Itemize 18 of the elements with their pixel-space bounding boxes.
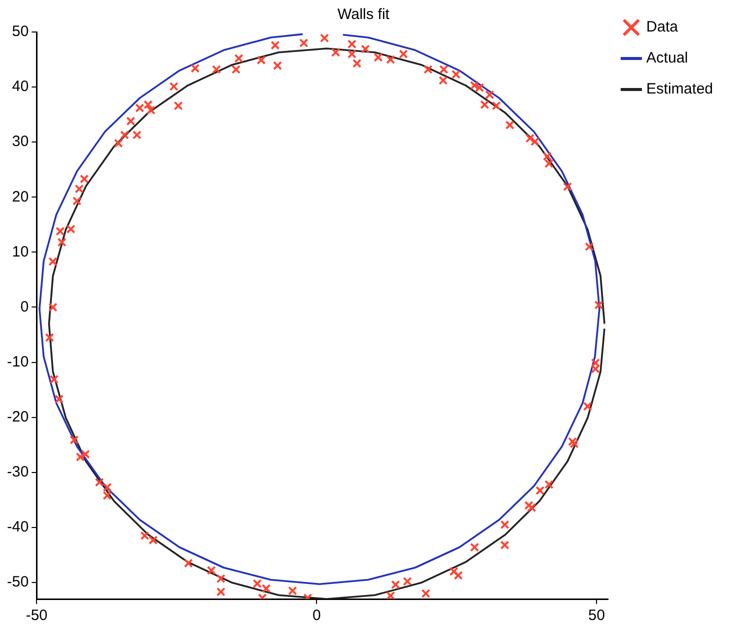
y-tick-label: 50: [12, 23, 29, 40]
y-tick-label: 0: [20, 298, 29, 316]
x-tick-label: 0: [312, 607, 321, 624]
y-tick-label: -30: [6, 464, 29, 481]
x-tick-label: -50: [26, 607, 48, 624]
y-tick-label: 30: [12, 133, 29, 150]
y-tick-label: -10: [6, 353, 29, 370]
y-tick-label: 10: [12, 243, 29, 260]
chart-title: Walls fit: [338, 6, 390, 24]
y-tick-label: -40: [6, 518, 29, 536]
x-tick-label: 50: [588, 607, 605, 624]
legend-label: Actual: [646, 50, 688, 67]
legend-label: Data: [646, 18, 679, 36]
y-tick-label: -50: [6, 574, 29, 591]
y-tick-label: 20: [12, 188, 29, 206]
y-tick-label: -20: [6, 408, 29, 426]
legend-label: Estimated: [646, 80, 714, 98]
y-tick-label: 40: [12, 78, 29, 96]
